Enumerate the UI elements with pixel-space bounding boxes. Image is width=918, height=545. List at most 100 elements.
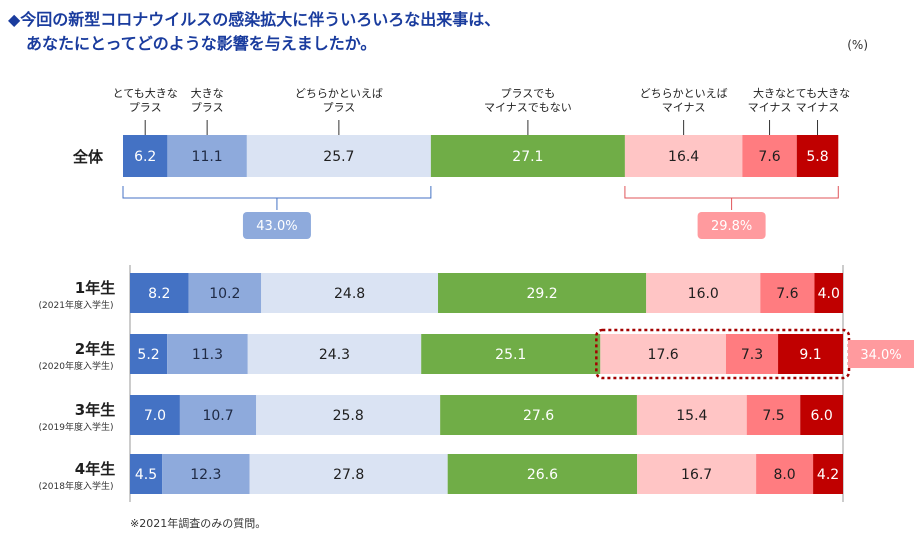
row-1-value-label-6: 9.1 (799, 347, 821, 363)
overall-bar-segment-4 (624, 135, 743, 177)
row-0-label: 1年生 (75, 279, 115, 297)
minus-total-label: 29.8% (711, 219, 752, 234)
legend-label-4-line-1: マイナス (662, 101, 706, 114)
overall-bar-segment-6 (796, 135, 839, 177)
row-0-value-label-2: 24.8 (334, 286, 365, 302)
row-3-bar-segment-3 (447, 454, 638, 494)
row-1-bar-segment-6 (778, 334, 843, 374)
row-0-value-label-6: 4.0 (818, 286, 840, 302)
row-0-bar-segment-0 (130, 273, 189, 313)
row-2-bar-segment-3 (440, 395, 637, 435)
overall-value-label-0: 6.2 (134, 149, 156, 165)
row-0-bar-segment-3 (438, 273, 647, 313)
legend-label-4-line-0: どちらかといえば (640, 87, 728, 100)
legend-label-1-line-0: 大きな (191, 86, 224, 100)
row-1-sublabel: (2020年度入学生) (39, 360, 114, 372)
row-2-label: 3年生 (75, 401, 115, 419)
title-line-1: ◆今回の新型コロナウイルスの感染拡大に伴ういろいろな出来事は、 (8, 10, 501, 29)
row-3-bar-segment-2 (249, 454, 448, 494)
row-1-bar-segment-3 (421, 334, 601, 374)
overall-value-label-4: 16.4 (668, 149, 699, 165)
row-3-sublabel: (2018年度入学生) (39, 480, 114, 492)
unit-label: (%) (847, 38, 868, 52)
legend-label-1-line-1: プラス (191, 101, 224, 114)
row-0-value-label-1: 10.2 (209, 286, 240, 302)
row-2-value-label-6: 6.0 (810, 408, 832, 424)
plus-bracket (122, 186, 432, 199)
row-1-bar-segment-2 (247, 334, 422, 374)
row-1-highlight-frame (595, 328, 851, 380)
legend-label-2-line-0: どちらかといえば (295, 87, 383, 100)
row-0-bar-segment-1 (188, 273, 262, 313)
legend-label-3-line-1: マイナスでもない (484, 101, 572, 114)
row-3-value-label-2: 27.8 (333, 467, 364, 483)
overall-value-label-6: 5.8 (806, 149, 828, 165)
overall-value-label-3: 27.1 (512, 149, 543, 165)
row-2-value-label-5: 7.5 (762, 408, 784, 424)
legend-label-6-line-0: とても大きな (785, 86, 850, 100)
row-2-value-label-1: 10.7 (202, 408, 233, 424)
row-1-bar-segment-1 (167, 334, 248, 374)
row-2-value-label-2: 25.8 (333, 408, 364, 424)
row-0-value-label-4: 16.0 (688, 286, 719, 302)
row-0-bar-segment-4 (646, 273, 761, 313)
row-0-value-label-5: 7.6 (776, 286, 798, 302)
row-1-bar-segment-0 (130, 334, 168, 374)
row-1-value-label-5: 7.3 (741, 347, 763, 363)
row-0-value-label-3: 29.2 (527, 286, 558, 302)
row-2-bar-segment-5 (746, 395, 801, 435)
row-3-value-label-6: 4.2 (817, 467, 839, 483)
row-2-value-label-0: 7.0 (144, 408, 166, 424)
overall-value-label-5: 7.6 (758, 149, 780, 165)
row-3-bar-segment-0 (130, 454, 163, 494)
row-2-bar-segment-4 (636, 395, 747, 435)
row-0-value-label-0: 8.2 (148, 286, 170, 302)
row-2-value-label-3: 27.6 (523, 408, 554, 424)
row-3-bar-segment-6 (813, 454, 843, 494)
legend-label-2-line-1: プラス (322, 101, 355, 114)
row-2-bar-segment-1 (179, 395, 257, 435)
minus-total-badge (697, 212, 766, 239)
row-2-bar-segment-6 (800, 395, 843, 435)
overall-bar-segment-5 (742, 135, 797, 177)
row-1-value-label-3: 25.1 (495, 347, 526, 363)
row-3-bar-segment-4 (637, 454, 757, 494)
legend-label-3-line-0: プラスでも (501, 87, 556, 100)
overall-bar-segment-1 (167, 135, 247, 177)
title-line-2: あなたにとってどのような影響を与えましたか。 (26, 34, 377, 53)
row-0-bar-segment-5 (760, 273, 815, 313)
row-2-bar-segment-2 (256, 395, 441, 435)
legend-label-0-line-0: とても大きな (113, 86, 178, 100)
row-2-value-label-4: 15.4 (676, 408, 707, 424)
row-1-value-label-0: 5.2 (137, 347, 159, 363)
row-1-highlight-badge (848, 340, 914, 368)
legend-label-6-line-1: マイナス (796, 101, 840, 114)
row-2-bar-segment-0 (130, 395, 180, 435)
row-1-label: 2年生 (75, 340, 115, 358)
row-2-sublabel: (2019年度入学生) (39, 421, 114, 433)
row-1-value-label-1: 11.3 (192, 347, 223, 363)
row-1-bar-segment-4 (600, 334, 726, 374)
row-3-value-label-1: 12.3 (190, 467, 221, 483)
legend-label-0-line-1: プラス (129, 101, 162, 114)
row-0-bar-segment-2 (261, 273, 439, 313)
overall-value-label-2: 25.7 (323, 149, 354, 165)
row-1-value-label-4: 17.6 (648, 347, 679, 363)
row-0-sublabel: (2021年度入学生) (39, 299, 114, 311)
row-3-label: 4年生 (75, 460, 115, 478)
plus-total-badge (242, 212, 311, 239)
legend-label-5-line-0: 大きな (753, 86, 786, 100)
row-3-value-label-3: 26.6 (527, 467, 558, 483)
row-1-value-label-2: 24.3 (319, 347, 350, 363)
row-0-bar-segment-6 (814, 273, 843, 313)
row-3-bar-segment-5 (756, 454, 814, 494)
minus-bracket (624, 186, 839, 199)
plus-total-label: 43.0% (256, 219, 297, 234)
row-3-value-label-0: 4.5 (135, 467, 157, 483)
legend-label-5-line-1: マイナス (748, 101, 792, 114)
overall-value-label-1: 11.1 (192, 149, 223, 165)
row-3-value-label-4: 16.7 (681, 467, 712, 483)
overall-row-label: 全体 (72, 148, 104, 166)
row-3-value-label-5: 8.0 (773, 467, 795, 483)
